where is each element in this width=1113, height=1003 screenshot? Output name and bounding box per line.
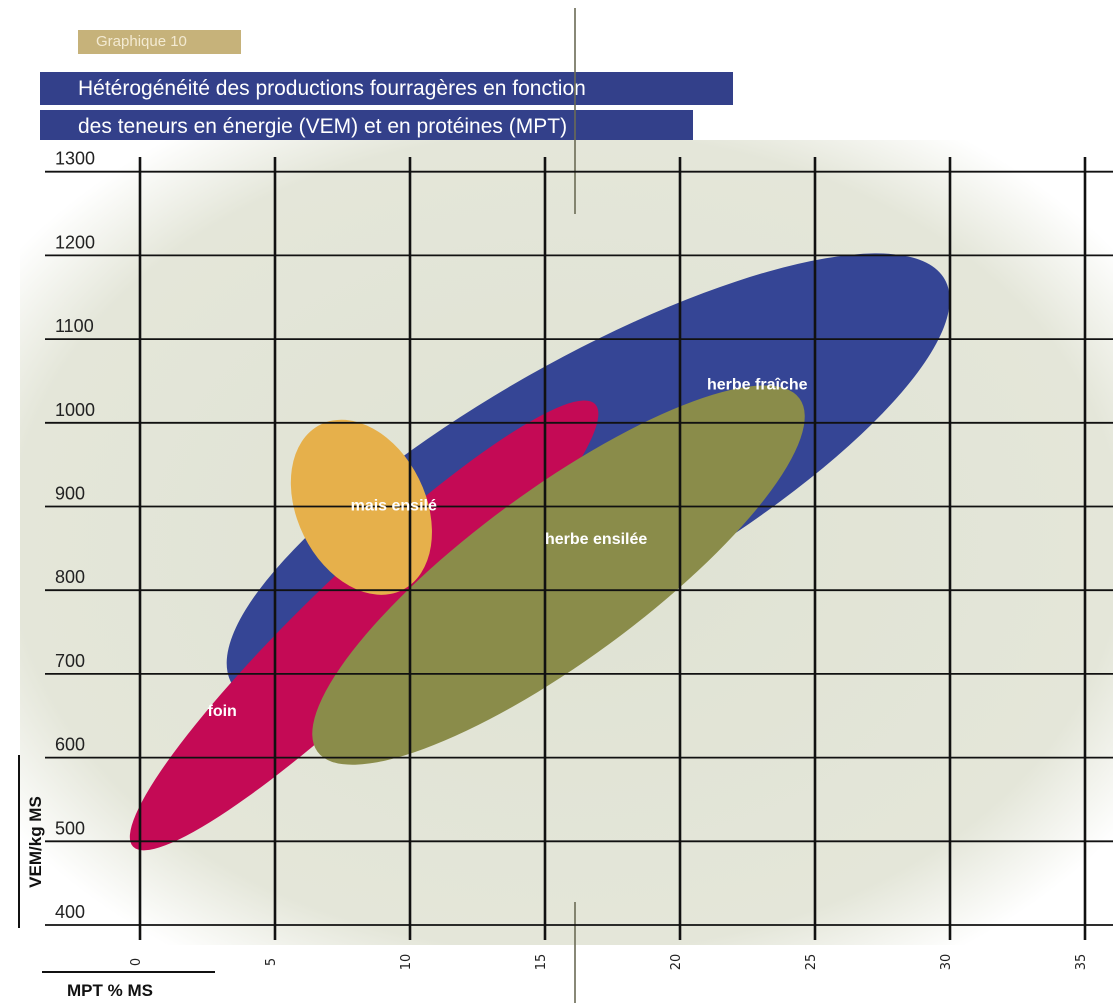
y-axis-title: VEM/kg MS: [26, 796, 45, 888]
x-tick-label: 5: [264, 958, 279, 966]
y-tick-label: 800: [55, 567, 85, 587]
region-3: [312, 385, 805, 765]
x-tick-labels: 0 5 10 15 20 25 30 35: [129, 954, 1089, 971]
region-label: foin: [208, 703, 237, 720]
y-tick-label: 1100: [55, 316, 94, 336]
region-label: mais ensilé: [351, 498, 437, 515]
x-tick-label: 30: [939, 954, 954, 971]
x-tick-label: 25: [804, 954, 819, 971]
x-tick-label: 15: [534, 954, 549, 971]
region-label: herbe fraîche: [707, 376, 808, 393]
y-tick-label: 1200: [55, 232, 95, 252]
y-tick-label: 1300: [55, 149, 95, 169]
y-tick-label: 500: [55, 818, 85, 838]
y-tick-label: 700: [55, 651, 85, 671]
grid-lines: [45, 157, 1113, 940]
x-tick-label: 35: [1074, 954, 1089, 971]
forage-regions: [129, 253, 950, 851]
y-tick-label: 1000: [55, 400, 95, 420]
y-tick-label: 600: [55, 735, 85, 755]
x-tick-label: 0: [129, 958, 144, 966]
y-tick-labels: 400 500 600 700 800 900 1000 1100 1200 1300: [55, 149, 95, 922]
y-tick-label: 400: [55, 902, 85, 922]
x-tick-label: 10: [399, 954, 414, 971]
region-label: herbe ensilée: [545, 531, 647, 548]
x-axis-title: MPT % MS: [67, 981, 153, 1000]
region-labels: herbe fraîche foin herbe ensilée mais ensil…: [208, 376, 808, 720]
graph-number-tag: Graphique 10: [78, 30, 241, 54]
x-tick-label: 20: [669, 954, 684, 971]
region-2: [129, 400, 599, 851]
y-tick-label: 900: [55, 484, 85, 504]
chart-title-line-2: des teneurs en énergie (VEM) et en proté…: [40, 110, 693, 143]
chart-title-line-1: Hétérogénéité des productions fourragère…: [40, 72, 733, 105]
